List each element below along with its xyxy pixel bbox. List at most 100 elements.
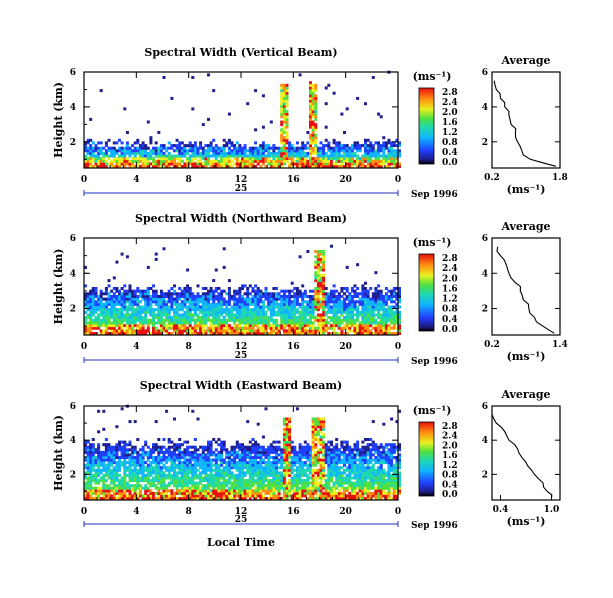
heatmap-cell <box>280 297 284 301</box>
heatmap-cell <box>199 297 203 301</box>
heatmap-cell <box>222 332 226 335</box>
heatmap-cell <box>123 146 127 150</box>
heatmap-cell <box>136 468 140 472</box>
heatmap-cell <box>288 332 292 335</box>
heatmap-cell <box>227 491 231 495</box>
heatmap-cell <box>311 486 315 490</box>
heatmap-cell <box>159 466 163 470</box>
heatmap-cell <box>398 332 401 335</box>
heatmap-cell <box>392 154 396 158</box>
heatmap-cell <box>238 448 242 452</box>
heatmap-cell <box>288 427 292 431</box>
heatmap-cell <box>275 489 278 493</box>
heatmap-cell <box>207 448 210 452</box>
heatmap-cell <box>311 86 315 90</box>
heatmap-cell <box>188 471 192 475</box>
heatmap-cell <box>173 162 176 166</box>
heatmap-cell <box>84 471 87 475</box>
heatmap-cell <box>285 318 289 322</box>
heatmap-cell <box>212 486 216 490</box>
heatmap-cell <box>241 297 244 301</box>
heatmap-cell <box>97 165 101 168</box>
heatmap-cell <box>120 310 124 314</box>
heatmap-cell <box>322 287 326 290</box>
heatmap-cell <box>269 300 273 304</box>
heatmap-cell <box>146 305 150 309</box>
heatmap-cell <box>207 494 210 498</box>
heatmap-cell <box>154 456 158 459</box>
heatmap-cell <box>212 151 216 155</box>
heatmap-cell <box>282 99 286 103</box>
heatmap-cell <box>350 157 354 161</box>
heatmap-cell <box>133 302 137 306</box>
heatmap-cell <box>207 162 210 166</box>
heatmap-cell <box>217 295 221 298</box>
heatmap-cell <box>186 165 190 168</box>
heatmap-cell <box>159 297 163 301</box>
colorbar-tick-label: 0.4 <box>442 315 458 325</box>
heatmap-cell <box>264 146 268 150</box>
heatmap-cell <box>288 486 292 490</box>
heatmap-cell <box>99 292 103 296</box>
heatmap-cell <box>165 162 169 166</box>
heatmap-cell <box>170 159 174 163</box>
heatmap-cell <box>230 484 234 488</box>
heatmap-cell <box>306 497 310 500</box>
heatmap-cell <box>128 471 132 475</box>
heatmap-cell <box>165 295 169 298</box>
heatmap-cell <box>241 484 244 488</box>
heatmap-cell <box>207 484 210 488</box>
heatmap-cell <box>267 471 271 475</box>
heatmap-cell <box>241 318 244 322</box>
heatmap-cell <box>290 144 294 148</box>
heatmap-cell <box>390 151 394 155</box>
heatmap-cell <box>204 466 208 470</box>
heatmap-cell <box>306 324 310 328</box>
heatmap-cell <box>112 489 116 493</box>
heatmap-cell <box>295 486 299 490</box>
heatmap-cell <box>230 448 234 452</box>
heatmap-cell <box>251 149 255 153</box>
heatmap-cell <box>173 149 176 153</box>
heatmap-cell <box>301 466 305 470</box>
heatmap-cell <box>282 125 286 129</box>
heatmap-cell <box>264 159 268 163</box>
heatmap-cell <box>212 453 216 457</box>
heatmap-cell <box>120 318 124 322</box>
heatmap-cell <box>104 456 108 459</box>
heatmap-cell <box>173 324 176 328</box>
heatmap-cell <box>152 300 155 304</box>
heatmap-cell <box>201 466 205 470</box>
heatmap-cell <box>115 302 119 306</box>
heatmap-cell <box>186 332 190 335</box>
heatmap-cell <box>301 489 305 493</box>
heatmap-cell <box>264 144 268 148</box>
heatmap-cell <box>238 162 242 166</box>
heatmap-cell <box>204 324 208 328</box>
heatmap-cell <box>233 489 237 493</box>
heatmap-cell <box>364 318 367 322</box>
heatmap-cell <box>319 326 323 330</box>
heatmap-cell <box>241 497 244 500</box>
heatmap-cell <box>316 146 320 150</box>
colorbar-tick-label: 0.8 <box>442 305 458 315</box>
heatmap-cell <box>201 445 205 449</box>
heatmap-cell <box>264 479 268 483</box>
heatmap-cell <box>128 461 132 465</box>
heatmap-cell <box>309 316 312 320</box>
heatmap-cell <box>139 313 142 317</box>
heatmap-cell <box>196 154 200 158</box>
heatmap-cell <box>238 151 242 155</box>
heatmap-cell <box>227 159 231 163</box>
heatmap-cell <box>123 313 127 317</box>
heatmap-cell <box>311 295 315 298</box>
heatmap-cell <box>235 151 239 155</box>
heatmap-cell <box>188 486 192 490</box>
heatmap-cell <box>230 310 234 314</box>
heatmap-cell <box>191 316 195 320</box>
heatmap-cell <box>374 271 378 275</box>
heatmap-cell <box>227 318 231 322</box>
heatmap-cell <box>345 318 349 322</box>
heatmap-cell <box>125 484 129 488</box>
heatmap-cell <box>261 313 265 317</box>
